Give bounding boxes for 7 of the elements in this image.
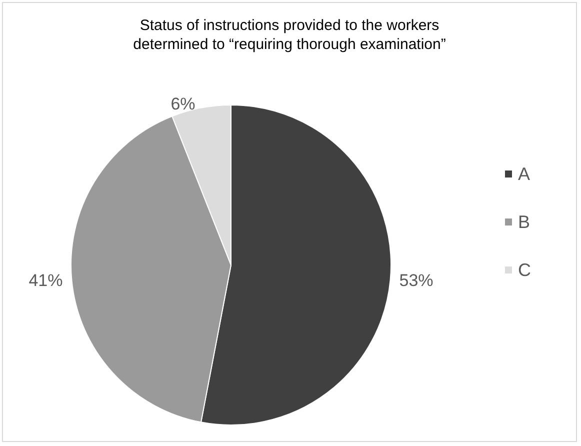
data-label: 53%: [399, 270, 434, 290]
legend-label: C: [518, 260, 531, 280]
legend-label: A: [518, 164, 530, 184]
chart-title: Status of instructions provided to the workers determined to “requiring thorough examination”: [133, 17, 446, 53]
data-label: 41%: [28, 270, 63, 290]
data-label: 6%: [170, 94, 196, 114]
legend-label: B: [518, 212, 530, 232]
